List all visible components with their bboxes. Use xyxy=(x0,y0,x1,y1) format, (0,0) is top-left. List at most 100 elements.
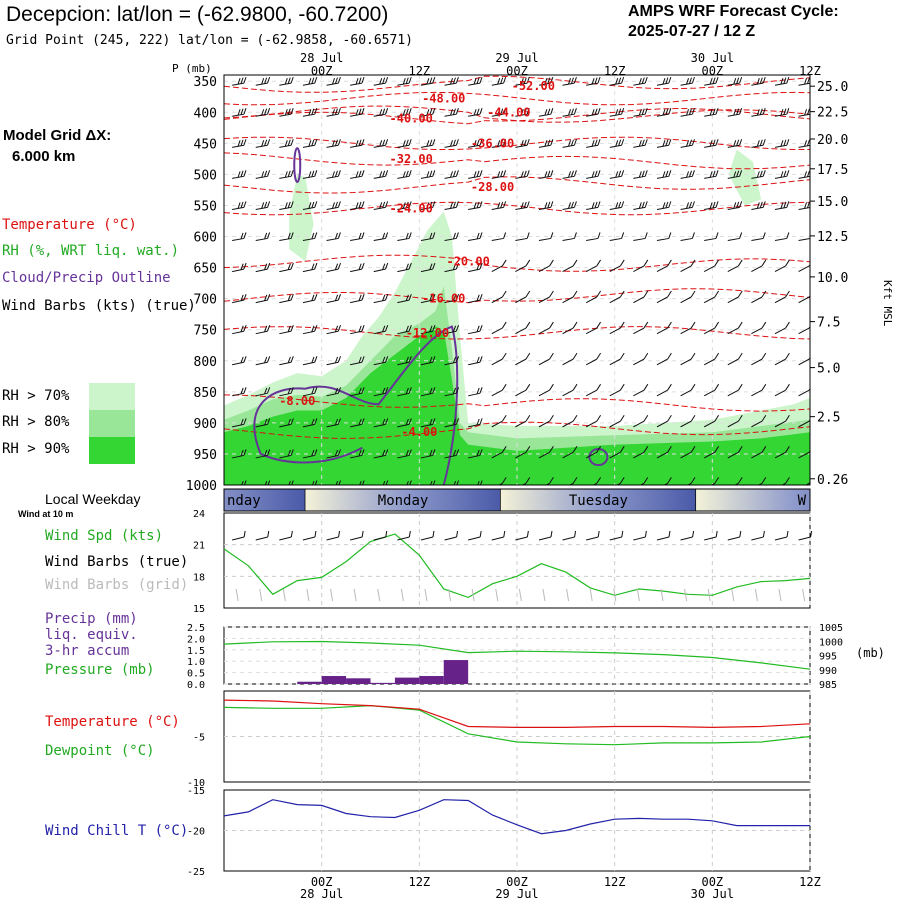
pressure-axis-title: P (mb) xyxy=(172,62,212,75)
temperature-contour xyxy=(224,201,810,216)
wind-barb xyxy=(373,356,389,366)
wind-barb-feather xyxy=(359,480,362,485)
wind-barb-feather xyxy=(405,108,409,115)
wind-barb-staff xyxy=(444,454,457,459)
wind-barb xyxy=(477,480,483,485)
wind-barb xyxy=(515,352,531,366)
wind-barb xyxy=(680,201,695,210)
wind-barb-feather xyxy=(497,202,501,209)
wind-barb xyxy=(302,449,318,459)
wind-barb-staff xyxy=(609,113,622,117)
wind-barb-staff xyxy=(703,451,716,459)
wind-barb-staff xyxy=(633,451,645,459)
wind-barb-feather xyxy=(405,325,409,333)
wind-barb-feather xyxy=(432,449,436,456)
wind-barb-feather xyxy=(426,171,430,178)
wind-barb-feather xyxy=(358,201,362,209)
wind-barb-feather xyxy=(501,259,507,267)
wind-barb-feather xyxy=(526,139,530,146)
wind-barb-feather xyxy=(449,171,453,178)
wind-barb-feather xyxy=(284,109,288,116)
wind-barb xyxy=(302,170,318,179)
wind-barb-feather xyxy=(619,259,625,267)
wind-barb-feather xyxy=(382,418,386,426)
wind-barb-feather xyxy=(379,171,383,178)
wind-barb-feather xyxy=(523,139,527,146)
wind-barb xyxy=(255,293,271,304)
wind-barb-feather xyxy=(806,201,810,209)
wind-barb-feather xyxy=(500,170,504,177)
wind-barb-feather xyxy=(525,446,531,453)
wind-barb-feather xyxy=(715,76,719,84)
wind-barb-staff xyxy=(562,265,574,273)
pressure-tick-label: 1000 xyxy=(186,479,217,494)
wind-barb-staff xyxy=(350,423,362,428)
wind-barb-feather xyxy=(804,109,808,116)
rh70-upper-plume xyxy=(289,174,314,262)
wind-barb-feather xyxy=(762,170,766,177)
wind-barb-staff xyxy=(255,361,268,366)
wind-barb-staff xyxy=(350,237,363,242)
wind-barb-feather xyxy=(809,176,810,177)
wind-barb-feather xyxy=(379,109,383,116)
wind-barb-feather xyxy=(361,170,365,177)
wind-barb-feather xyxy=(644,232,648,239)
wind-barb xyxy=(397,387,412,397)
wind-barb-staff xyxy=(703,358,716,366)
wind-barb xyxy=(373,262,389,273)
wind-barb xyxy=(774,76,790,86)
wind-barb-feather xyxy=(804,171,808,178)
wind-barb-staff xyxy=(444,237,457,242)
wind-barb-staff xyxy=(609,237,622,242)
wind-barb xyxy=(255,170,271,179)
wind-barb-feather xyxy=(688,170,692,177)
wind-barb-feather xyxy=(759,108,763,115)
wind-barb-feather xyxy=(644,170,648,177)
wind-barb-feather xyxy=(385,293,389,301)
wind-barb-feather xyxy=(668,139,672,146)
wind-barb xyxy=(609,446,625,459)
wind-barb-feather xyxy=(264,294,268,301)
wind-barb-true-feather xyxy=(692,530,695,538)
wind-barb-feather xyxy=(549,414,554,422)
wind-barb-feather xyxy=(402,78,406,85)
wind-barb-feather xyxy=(712,108,716,115)
wind-barb-feather xyxy=(429,294,433,301)
wind-barb-staff xyxy=(420,361,433,366)
wind-barb-staff xyxy=(302,423,315,428)
wind-barb-true-feather xyxy=(668,530,671,538)
wind-barb-true-feather xyxy=(432,530,435,538)
wind-barb xyxy=(569,477,578,485)
wind-barb-feather xyxy=(780,202,784,209)
wind-barb xyxy=(656,446,672,459)
wind-barb-feather xyxy=(686,202,690,209)
wind-barb-grid xyxy=(707,588,711,602)
wind-barb-staff xyxy=(609,175,622,179)
wind-barb xyxy=(255,262,271,273)
wind-barb-staff xyxy=(232,268,244,273)
label-wind-barbs-grid: Wind Barbs (grid) xyxy=(45,577,189,593)
wind-barb-grid xyxy=(495,588,499,602)
wind-barb-staff xyxy=(751,451,763,459)
wind-barb-feather xyxy=(712,170,716,177)
weekday-label: Tuesday xyxy=(569,493,628,509)
wind-barb-staff xyxy=(232,392,244,397)
wind-barb-true-feather xyxy=(479,530,482,538)
wind-barb-feather xyxy=(382,356,386,364)
wind-barb-feather xyxy=(618,170,622,177)
wind-barb xyxy=(397,418,412,428)
wind-barb-feather xyxy=(785,383,790,391)
height-tick-label: 0.26 xyxy=(817,473,848,488)
wind-barb-feather xyxy=(449,140,453,147)
wind-barb-true xyxy=(774,536,788,541)
wind-barb-feather xyxy=(382,77,386,84)
wind-barb-feather xyxy=(385,480,389,485)
wind-barb-feather xyxy=(311,418,315,426)
rh70-high-patch xyxy=(728,149,762,206)
wind-barb xyxy=(562,232,577,242)
wind-barb-staff xyxy=(420,454,433,459)
wind-barb xyxy=(326,170,341,179)
wind-barb-feather xyxy=(619,383,625,391)
wind-barb-feather xyxy=(267,232,271,239)
wind-barb-true xyxy=(420,536,434,541)
